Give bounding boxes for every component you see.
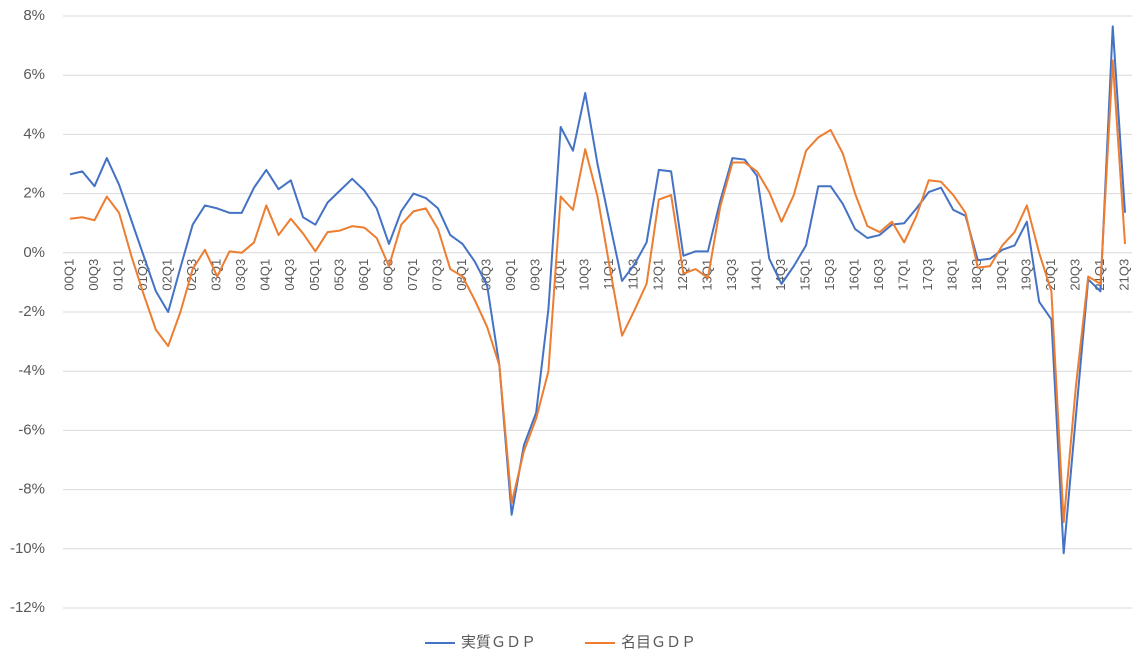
x-tick-label: 12Q3 [675, 259, 690, 291]
x-tick-label: 06Q3 [380, 259, 395, 291]
x-tick-label: 10Q3 [577, 259, 592, 291]
y-tick-label: 6% [23, 66, 45, 83]
x-tick-label: 00Q3 [86, 259, 101, 291]
x-tick-label: 15Q3 [822, 259, 837, 291]
y-tick-label: 0% [23, 244, 45, 261]
x-tick-label: 13Q1 [699, 259, 714, 291]
x-tick-label: 04Q3 [282, 259, 297, 291]
x-tick-label: 04Q1 [258, 259, 273, 291]
x-tick-label: 20Q1 [1043, 259, 1058, 291]
x-tick-label: 00Q1 [61, 259, 76, 291]
x-tick-label: 07Q1 [405, 259, 420, 291]
x-tick-label: 02Q1 [160, 259, 175, 291]
x-tick-label: 19Q3 [1018, 259, 1033, 291]
x-tick-label: 17Q1 [896, 259, 911, 291]
x-tick-label: 20Q3 [1067, 259, 1082, 291]
x-tick-label: 17Q3 [920, 259, 935, 291]
x-tick-label: 05Q3 [331, 259, 346, 291]
x-tick-label: 18Q1 [945, 259, 960, 291]
y-tick-label: -8% [18, 481, 45, 498]
x-tick-label: 21Q3 [1116, 259, 1131, 291]
x-tick-label: 11Q3 [626, 259, 641, 290]
y-tick-label: -6% [18, 421, 45, 438]
y-tick-label: -2% [18, 303, 45, 320]
legend-label: 名目ＧＤＰ [621, 634, 696, 651]
x-tick-label: 03Q3 [233, 259, 248, 291]
x-tick-label: 09Q3 [528, 259, 543, 291]
y-tick-label: 2% [23, 185, 45, 202]
series-line [69, 59, 1126, 524]
y-tick-label: -12% [10, 599, 45, 616]
y-tick-label: -4% [18, 362, 45, 379]
x-tick-label: 16Q3 [871, 259, 886, 291]
x-tick-label: 16Q1 [847, 259, 862, 291]
x-tick-label: 13Q3 [724, 259, 739, 291]
x-tick-label: 07Q3 [429, 259, 444, 291]
x-tick-label: 12Q1 [650, 259, 665, 291]
x-tick-label: 15Q1 [797, 259, 812, 291]
x-tick-label: 19Q1 [994, 259, 1009, 291]
x-tick-label: 09Q1 [503, 259, 518, 291]
x-tick-label: 08Q3 [479, 259, 494, 291]
x-tick-label: 05Q1 [307, 259, 322, 291]
x-tick-label: 01Q1 [111, 259, 126, 291]
x-tick-label: 14Q1 [748, 259, 763, 291]
x-tick-label: 14Q3 [773, 259, 788, 291]
x-tick-label: 21Q1 [1092, 259, 1107, 291]
y-tick-label: -10% [10, 540, 45, 557]
x-tick-label: 01Q3 [135, 259, 150, 291]
y-tick-label: 4% [23, 125, 45, 142]
series-line [69, 25, 1126, 555]
legend-label: 実質ＧＤＰ [461, 633, 536, 651]
y-tick-label: 8% [23, 7, 45, 24]
x-tick-label: 06Q1 [356, 259, 371, 291]
